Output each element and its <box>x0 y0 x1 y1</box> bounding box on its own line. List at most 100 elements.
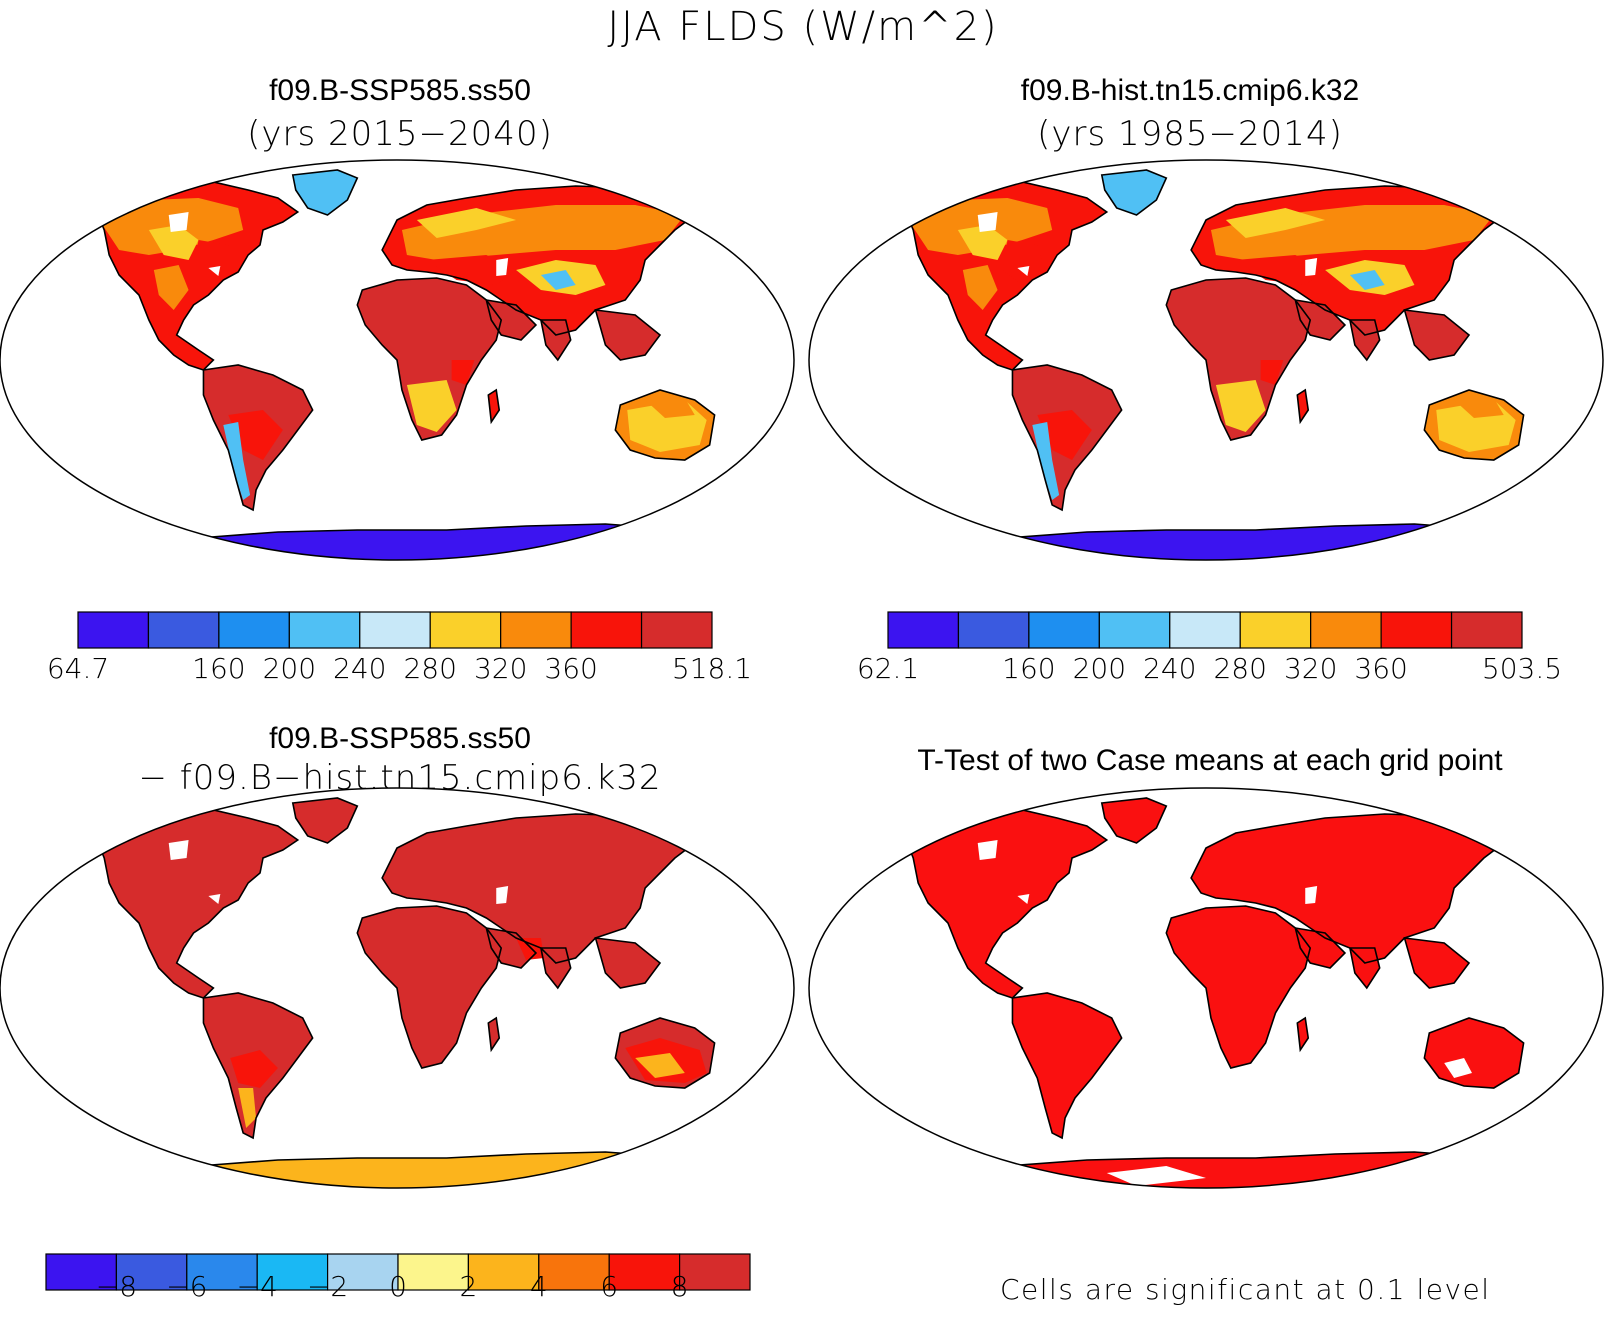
p4-map-border <box>808 787 1604 1189</box>
p2-region-10 <box>1032 422 1060 500</box>
p1-map-border <box>0 159 795 561</box>
p4-europeAsia-coastline <box>1190 813 1505 964</box>
p1-region-10 <box>223 422 251 500</box>
p1-region-7 <box>540 270 576 290</box>
p4-india-coastline <box>1348 947 1381 990</box>
panel2-subtitle: (yrs 1985−2014) <box>1037 114 1343 154</box>
p3-region-4 <box>516 938 544 960</box>
p2-colorbar-tick: 62.1 <box>857 652 919 685</box>
p2-colorbar-tick: 280 <box>1213 652 1266 685</box>
p3-map-border <box>0 787 795 1189</box>
p1-colorbar-tick: 320 <box>474 652 527 685</box>
p3-europeAsia-coastline <box>381 813 696 964</box>
p3-colorbar-cell <box>678 1253 751 1291</box>
p1-colorbar-tick: 240 <box>333 652 386 685</box>
p2-lake-1 <box>1305 258 1318 276</box>
p3-greenland-coastline <box>291 797 359 844</box>
p2-colorbar-cell <box>1028 611 1100 649</box>
p3-colorbar-cell <box>186 1253 258 1291</box>
p4-antarctica-coastline <box>916 1151 1586 1188</box>
p4-europeAsia-fill <box>1191 814 1504 963</box>
p2-india-coastline <box>1348 319 1381 362</box>
p1-lake-2 <box>208 266 221 276</box>
panel1-subtitle: (yrs 2015−2040) <box>247 114 553 154</box>
p3-colorbar-cell <box>467 1253 540 1291</box>
significance-note: Cells are significant at 0.1 level <box>1000 1273 1491 1306</box>
p2-colorbar: 62.1 160 200 240 280 320 360 503.5 <box>857 611 1562 685</box>
p1-colorbar-tick: 518.1 <box>672 652 752 685</box>
p2-region-9 <box>1037 410 1092 460</box>
p3-region-1 <box>238 1088 257 1128</box>
p2-colorbar-cell <box>1310 611 1382 649</box>
p1-arabia-coastline <box>485 299 538 341</box>
p2-africa-fill <box>1166 278 1311 440</box>
p2-region-2 <box>1002 240 1046 285</box>
p3-lake-0 <box>168 840 189 860</box>
p1-australia-coastline <box>614 389 716 461</box>
p4-madagascar-coastline <box>1296 1016 1310 1053</box>
p3-india-coastline <box>539 947 572 990</box>
p3-colorbar: −8 −6 −4 −2 0 2 4 6 8 <box>45 1253 751 1303</box>
p2-colorbar-tick: 200 <box>1073 652 1126 685</box>
p1-region-14 <box>645 398 695 418</box>
p1-antarctica-coastline <box>107 523 777 560</box>
p4-insignificant-area <box>1444 1058 1472 1078</box>
p3-region-3 <box>635 1053 685 1078</box>
main-title: JJA FLDS (W/m^2) <box>607 4 999 50</box>
p3-colorbar-cell <box>608 1253 681 1291</box>
p1-seAsia-coastline <box>594 309 662 361</box>
p3-colorbar-tick: −6 <box>166 1270 207 1303</box>
p2-region-8 <box>1235 255 1326 285</box>
p3-map <box>0 787 795 1189</box>
p3-colorbar-tick: 0 <box>389 1270 407 1303</box>
p3-colorbar-tick: 8 <box>671 1270 689 1303</box>
p2-colorbar-cell <box>1169 611 1241 649</box>
p1-europeAsia-coastline <box>381 185 696 336</box>
p2-region-14 <box>1454 398 1504 418</box>
p2-southAmerica-coastline <box>1011 364 1123 512</box>
p2-antarctica-coastline <box>916 523 1586 560</box>
p4-arabia-coastline <box>1294 927 1347 969</box>
p4-northAmerica-coastline <box>902 809 1109 999</box>
p3-madagascar-coastline <box>487 1016 501 1053</box>
p4-africa-fill <box>1166 906 1311 1068</box>
p4-lake-0 <box>977 840 998 860</box>
p4-southAmerica-coastline <box>1011 992 1123 1140</box>
p2-arabia-coastline <box>1294 299 1347 341</box>
p2-colorbar-cell <box>1450 611 1523 649</box>
p3-colorbar-tick: −4 <box>237 1270 278 1303</box>
p3-colorbar-cell <box>256 1253 329 1291</box>
p2-lake-0 <box>977 212 998 232</box>
p1-greenland-coastline <box>291 169 359 216</box>
p3-colorbar-tick: 6 <box>600 1270 618 1303</box>
p3-antarctica-coastline <box>107 1151 777 1188</box>
p4-australia-coastline <box>1423 1017 1525 1089</box>
p3-africa-coastline <box>356 905 503 1069</box>
p1-africa-fill <box>357 278 502 440</box>
panel4-title: T-Test of two Case means at each grid po… <box>917 744 1503 777</box>
p2-seAsia-coastline <box>1403 309 1471 361</box>
p1-region-5 <box>416 208 517 238</box>
p3-lake-1 <box>496 886 509 904</box>
p4-lake-2 <box>1017 894 1030 904</box>
p3-colorbar-cell <box>397 1253 470 1291</box>
p3-australia-coastline <box>614 1017 716 1089</box>
p2-northAmerica-coastline <box>902 181 1109 371</box>
p1-colorbar: 64.7 160 200 240 280 320 360 518.1 <box>47 611 752 685</box>
p2-lake-2 <box>1017 266 1030 276</box>
p1-region-8 <box>426 255 517 285</box>
p2-colorbar-cell <box>887 611 960 649</box>
p1-region-2 <box>193 240 237 285</box>
p4-africa-coastline <box>1165 905 1312 1069</box>
p2-region-5 <box>1225 208 1326 238</box>
p3-africa-fill <box>357 906 502 1068</box>
p2-australia-coastline <box>1423 389 1525 461</box>
p3-arabia-coastline <box>485 927 538 969</box>
p3-southAmerica-coastline <box>202 992 314 1140</box>
p1-madagascar-coastline <box>487 388 501 425</box>
p1-region-11 <box>406 380 457 432</box>
p3-northAmerica-fill <box>94 810 298 998</box>
p2-colorbar-tick: 160 <box>1002 652 1055 685</box>
p1-region-12 <box>451 360 475 385</box>
p4-lake-1 <box>1305 886 1318 904</box>
